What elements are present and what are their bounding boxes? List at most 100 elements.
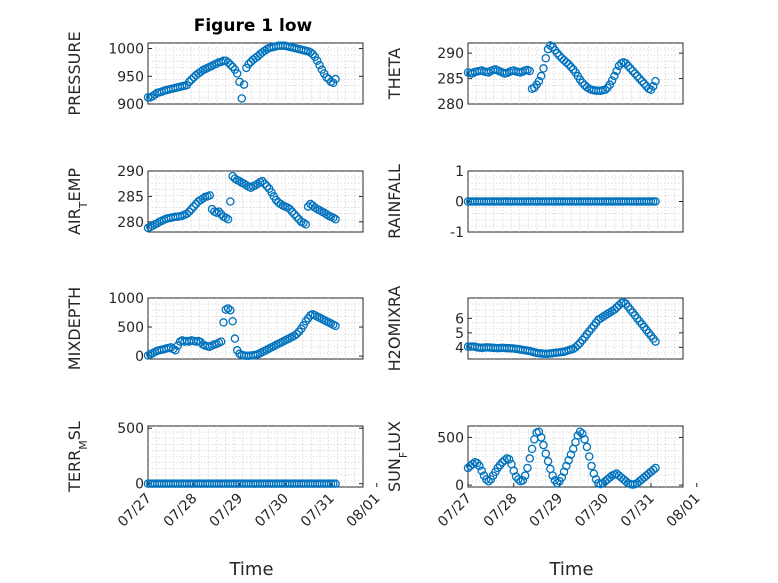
data-point bbox=[575, 427, 585, 436]
x-tick-label: 07/29 bbox=[526, 491, 566, 531]
y-axis-label: MIXDEPTH bbox=[65, 287, 84, 370]
data-point bbox=[331, 74, 340, 84]
data-point bbox=[564, 60, 573, 69]
data-point bbox=[484, 477, 493, 486]
data-point bbox=[527, 444, 537, 454]
data-point bbox=[582, 82, 592, 92]
data-point bbox=[322, 209, 331, 219]
data-point bbox=[196, 67, 205, 77]
data-point bbox=[543, 457, 553, 466]
x-tick-label: 07/27 bbox=[435, 491, 475, 531]
data-point bbox=[646, 197, 656, 206]
data-point bbox=[235, 176, 244, 186]
data-point bbox=[651, 463, 660, 473]
data-point bbox=[219, 56, 228, 65]
data-point bbox=[539, 64, 548, 73]
data-point bbox=[628, 66, 637, 76]
data-point bbox=[626, 64, 635, 73]
data-point bbox=[258, 176, 267, 186]
x-tick-label: 07/29 bbox=[206, 491, 246, 531]
subplot-8: 0 500 SUNFLUX 07/27 07/28 07/29 07/30 07/31 08/0… bbox=[385, 421, 704, 580]
y-axis-label: THETA bbox=[385, 48, 404, 100]
data-point bbox=[525, 454, 535, 463]
y-tick-label: 280 bbox=[437, 97, 464, 113]
data-point bbox=[331, 479, 340, 488]
data-point bbox=[651, 76, 660, 86]
figure-title: Figure 1 low bbox=[194, 16, 313, 36]
data-point bbox=[482, 475, 491, 484]
data-point bbox=[539, 440, 548, 450]
data-point bbox=[148, 221, 157, 231]
data-point bbox=[184, 207, 194, 216]
data-point bbox=[226, 60, 235, 69]
x-tick-label: 08/01 bbox=[664, 491, 704, 531]
data-point bbox=[292, 329, 301, 339]
data-point bbox=[315, 60, 324, 70]
data-point bbox=[150, 90, 160, 99]
data-point bbox=[189, 202, 198, 211]
y-tick-label: 950 bbox=[117, 69, 144, 85]
y-tick-label: 1000 bbox=[108, 42, 144, 58]
subplot-1: 900 950 1000 PRESSURE bbox=[65, 31, 364, 116]
y-tick-label: 500 bbox=[117, 320, 144, 336]
subplot-6: 456 H2OMIXRA bbox=[385, 286, 684, 372]
data-point bbox=[182, 209, 192, 218]
data-point bbox=[630, 69, 640, 78]
y-axis-label: RAINFALL bbox=[385, 164, 404, 239]
x-tick-label: 07/30 bbox=[252, 491, 292, 531]
y-tick-label: 500 bbox=[117, 421, 144, 437]
y-tick-label: 290 bbox=[117, 164, 144, 180]
data-point bbox=[187, 204, 196, 214]
data-point bbox=[299, 321, 308, 330]
data-point bbox=[299, 218, 308, 228]
data-point bbox=[226, 305, 235, 315]
data-point bbox=[173, 341, 182, 350]
y-tick-label: 285 bbox=[117, 189, 144, 205]
data-point bbox=[230, 174, 240, 183]
data-point bbox=[232, 69, 242, 78]
series-markers bbox=[463, 197, 660, 206]
data-point bbox=[500, 456, 509, 465]
grid bbox=[468, 43, 683, 104]
data-point bbox=[262, 181, 272, 191]
data-point bbox=[552, 48, 562, 58]
data-point bbox=[557, 473, 567, 482]
data-point bbox=[612, 303, 621, 312]
data-point bbox=[285, 204, 295, 214]
data-point bbox=[313, 56, 322, 65]
data-point bbox=[230, 334, 240, 343]
data-point bbox=[143, 93, 153, 102]
data-point bbox=[536, 433, 546, 442]
data-point bbox=[578, 78, 587, 87]
y-tick-label: 4 bbox=[455, 340, 464, 356]
subplot-3: 280 285 290 AIRTEMP bbox=[65, 164, 364, 235]
x-axis-label: Time bbox=[228, 559, 273, 580]
y-tick-label: 0 bbox=[455, 195, 464, 211]
data-point bbox=[555, 51, 564, 60]
data-point bbox=[559, 467, 569, 476]
data-point bbox=[326, 479, 336, 488]
y-tick-label: 900 bbox=[117, 97, 144, 113]
y-axis-label: TERRMSL bbox=[65, 421, 90, 493]
data-point bbox=[223, 215, 233, 224]
data-point bbox=[564, 456, 573, 465]
data-point bbox=[276, 199, 285, 209]
data-point bbox=[237, 94, 247, 103]
data-point bbox=[504, 455, 514, 464]
data-point bbox=[216, 337, 226, 346]
x-tick-label: 07/31 bbox=[298, 491, 338, 531]
data-point bbox=[600, 85, 610, 95]
y-tick-label: 285 bbox=[437, 72, 464, 88]
y-tick-label: 290 bbox=[437, 46, 464, 62]
y-axis-label: AIRTEMP bbox=[65, 168, 90, 235]
data-point bbox=[633, 71, 642, 81]
data-point bbox=[610, 305, 619, 314]
data-point bbox=[578, 429, 587, 438]
data-point bbox=[562, 58, 571, 67]
data-point bbox=[546, 41, 555, 50]
data-point bbox=[198, 194, 208, 203]
y-tick-label: 1000 bbox=[108, 291, 144, 307]
y-axis-label: H2OMIXRA bbox=[385, 286, 404, 372]
subplot-7: 0 500 TERRMSL 07/27 07/28 07/29 07/30 07/31 08/0… bbox=[65, 421, 384, 580]
